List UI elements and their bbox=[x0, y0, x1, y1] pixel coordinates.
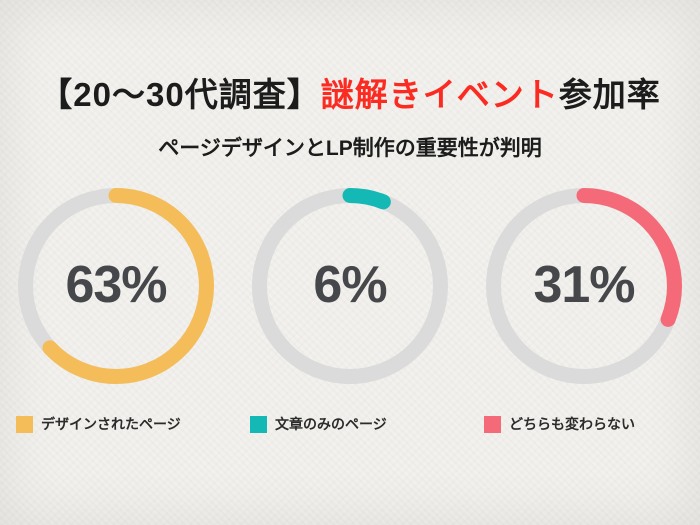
legend-label: デザインされたページ bbox=[41, 416, 181, 432]
legend-swatch bbox=[484, 415, 501, 433]
donut-arc bbox=[486, 188, 682, 384]
legend-item: 文章のみのページ bbox=[250, 414, 387, 434]
percent-label: 6% bbox=[313, 255, 387, 314]
donut: 63% bbox=[18, 188, 214, 384]
legend-item: デザインされたページ bbox=[16, 414, 181, 434]
percent-label: 63% bbox=[65, 255, 167, 314]
legend-swatch bbox=[250, 415, 267, 433]
donut: 6% bbox=[252, 188, 448, 384]
donut-arc bbox=[252, 188, 448, 384]
page-subtitle: ページデザインとLP制作の重要性が判明 bbox=[158, 137, 542, 160]
title-prefix: 【20〜30代調査】 bbox=[39, 76, 321, 113]
donut-ring bbox=[486, 188, 682, 384]
title-suffix: 参加率 bbox=[558, 76, 661, 113]
donut-ring bbox=[18, 188, 214, 384]
donut: 31% bbox=[486, 188, 682, 384]
legend-item: どちらも変わらない bbox=[484, 414, 635, 434]
percent-label: 31% bbox=[533, 255, 635, 314]
donut-ring bbox=[252, 188, 448, 384]
donut-chart-2: 6% 文章のみのページ bbox=[250, 188, 450, 434]
title-highlight: 謎解きイベント bbox=[320, 76, 559, 113]
donut-chart-row: 63% デザインされたページ 6% 文章のみのページ 31% どちらも変わらない bbox=[0, 188, 700, 434]
donut-arc bbox=[18, 188, 214, 384]
legend-label: どちらも変わらない bbox=[509, 416, 635, 432]
legend-swatch bbox=[16, 415, 33, 433]
donut-chart-1: 63% デザインされたページ bbox=[16, 188, 216, 434]
donut-chart-3: 31% どちらも変わらない bbox=[484, 188, 684, 434]
page-title: 【20〜30代調査】謎解きイベント参加率 bbox=[0, 68, 700, 116]
legend-label: 文章のみのページ bbox=[275, 416, 387, 432]
